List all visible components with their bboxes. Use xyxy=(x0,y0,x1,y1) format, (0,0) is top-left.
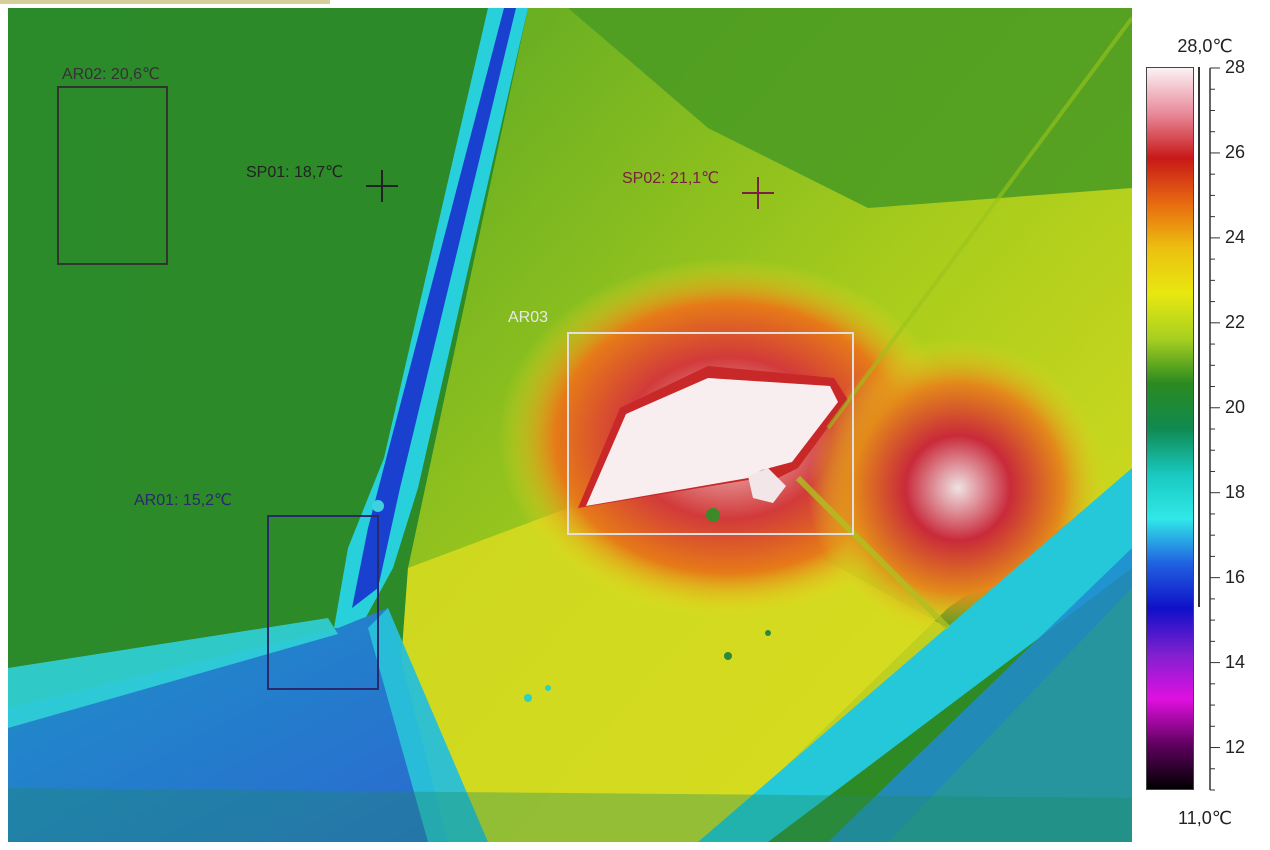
scale-min-label: 11,0℃ xyxy=(1178,808,1232,828)
cold-band-right xyxy=(698,468,1132,842)
tick-label: 12 xyxy=(1225,736,1246,757)
hot-plate-core xyxy=(586,378,838,506)
ar02-label: AR02: 20,6℃ xyxy=(62,66,161,83)
cold-beam-core xyxy=(352,8,516,608)
thermal-image xyxy=(8,8,1132,842)
ar01-label: AR01: 15,2℃ xyxy=(134,492,233,509)
sp02-crosshair[interactable] xyxy=(742,177,774,209)
scale-max-label: 28,0℃ xyxy=(1177,36,1233,56)
ar02-region-box[interactable] xyxy=(57,86,168,265)
tick-label: 18 xyxy=(1225,481,1246,502)
tick-label: 26 xyxy=(1225,141,1246,162)
sp01-crosshair[interactable] xyxy=(366,170,398,202)
color-bar xyxy=(1146,67,1194,790)
top-edge-strip xyxy=(0,0,330,4)
color-bar-bracket xyxy=(1198,67,1200,607)
tick-label: 16 xyxy=(1225,566,1246,587)
sp02-label: SP02: 21,1℃ xyxy=(622,170,720,187)
floor-corner-cold xyxy=(8,608,448,842)
ar03-region-box[interactable] xyxy=(567,332,854,535)
tick-label: 20 xyxy=(1225,396,1246,417)
ar03-label: AR03 xyxy=(508,309,549,326)
tick-label: 28 xyxy=(1225,57,1246,77)
sp01-label: SP01: 18,7℃ xyxy=(246,164,344,181)
tick-axis xyxy=(1209,67,1220,791)
tick-label: 24 xyxy=(1225,226,1246,247)
ar01-region-box[interactable] xyxy=(267,515,379,690)
tick-label: 22 xyxy=(1225,311,1246,332)
tick-label: 14 xyxy=(1225,651,1246,672)
